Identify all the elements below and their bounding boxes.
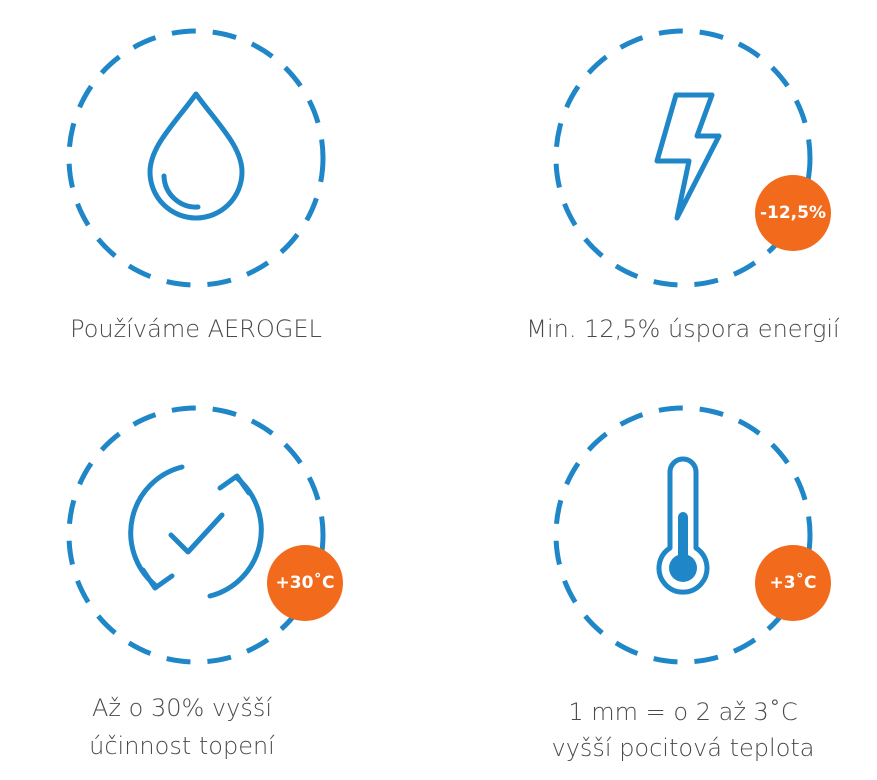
- caption: vyšší pocitová teplota: [551, 734, 814, 762]
- item-energy: -12,5% Min. 12,5% úspora energií: [526, 28, 840, 343]
- drop-icon: [147, 91, 245, 221]
- badge: [755, 175, 831, 251]
- item-temperature: +3˚C 1 mm = o 2 až 3˚C vyšší pocitová te…: [551, 405, 831, 762]
- caption: Až o 30% vyšší: [92, 694, 272, 722]
- caption: účinnost topení: [89, 732, 275, 760]
- thermometer-icon: [656, 456, 710, 595]
- arrow-head: [140, 567, 175, 591]
- thermometer-fill: [678, 512, 688, 562]
- dashed-ring: [66, 28, 326, 288]
- caption: 1 mm = o 2 až 3˚C: [568, 698, 797, 726]
- thermometer-bulb: [669, 554, 697, 582]
- lightning-icon: [654, 92, 722, 221]
- item-heating: +30˚C Až o 30% vyšší účinnost topení: [66, 405, 343, 760]
- badge-text: +30˚C: [276, 571, 335, 593]
- refresh-arc: [128, 464, 185, 588]
- dashed-ring: [553, 405, 813, 665]
- caption: Používáme AEROGEL: [70, 315, 322, 343]
- dashed-ring: [553, 28, 813, 288]
- drop-highlight: [161, 173, 201, 210]
- badge: [755, 545, 831, 621]
- arrow-head: [217, 473, 252, 496]
- caption: Min. 12,5% úspora energií: [526, 315, 840, 343]
- dashed-ring: [66, 405, 326, 665]
- check-icon: [168, 512, 225, 555]
- item-aerogel: Používáme AEROGEL: [66, 28, 326, 343]
- badge: [267, 545, 343, 621]
- badge-text: +3˚C: [769, 571, 816, 593]
- badge-text: -12,5%: [760, 203, 826, 223]
- refresh-arc: [207, 475, 264, 599]
